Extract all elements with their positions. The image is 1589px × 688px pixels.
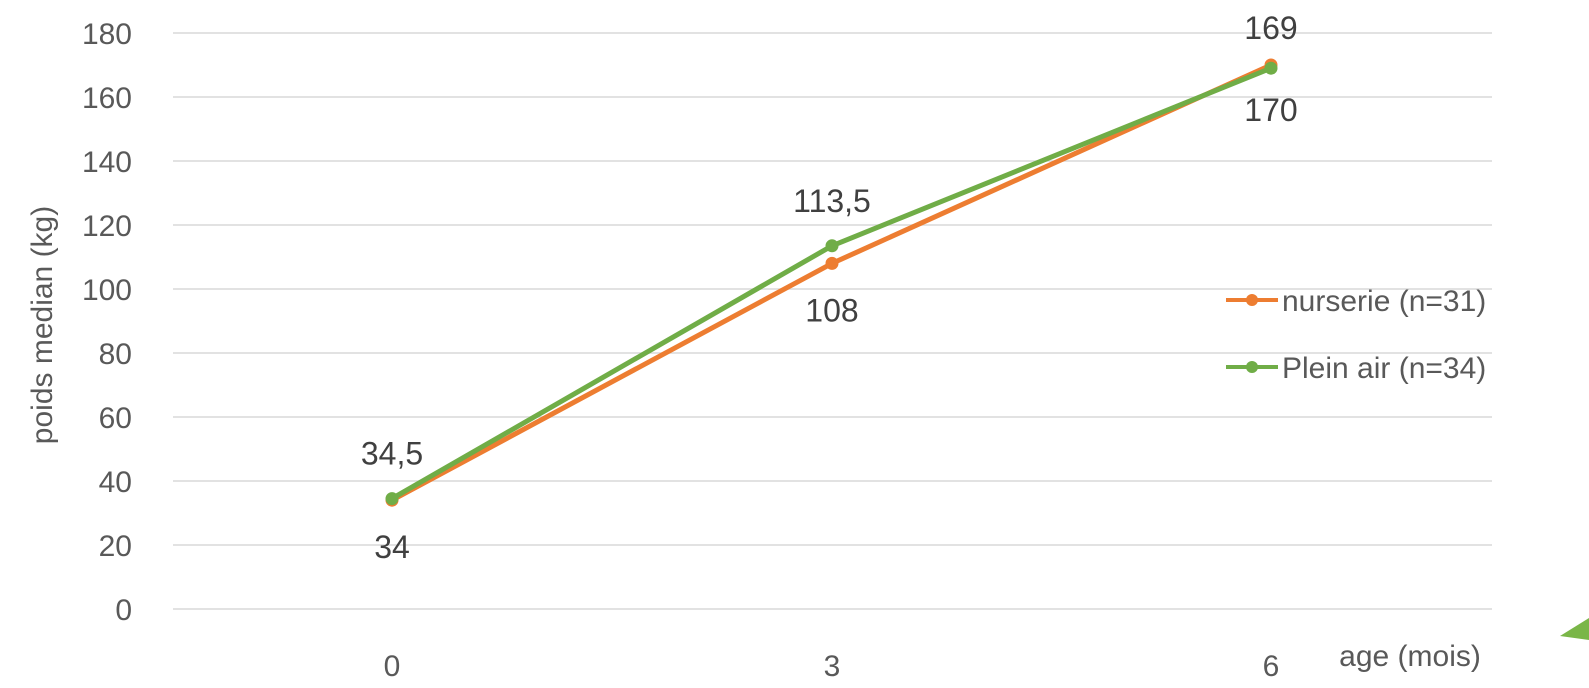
legend: nurserie (n=31) Plein air (n=34)	[1226, 285, 1486, 385]
x-axis-title: age (mois)	[1339, 640, 1481, 673]
series-0-data-label-0: 34	[374, 529, 410, 565]
series-1-point-0	[385, 492, 399, 506]
x-tick-label-3: 3	[824, 650, 841, 683]
series-lines	[385, 58, 1278, 507]
series-1-point-2	[1264, 61, 1278, 75]
x-tick-label-6: 6	[1263, 650, 1280, 683]
y-tick-label-180: 180	[82, 18, 132, 51]
series-0-data-label-2: 170	[1244, 92, 1297, 128]
y-tick-label-100: 100	[82, 274, 132, 307]
y-tick-label-60: 60	[99, 402, 132, 435]
series-1-point-1	[825, 239, 839, 253]
series-1-data-label-1: 113,5	[793, 183, 871, 219]
legend-item-plein-air: Plein air (n=34)	[1226, 352, 1486, 385]
series-1-data-label-2: 169	[1244, 10, 1297, 46]
y-tick-label-20: 20	[99, 530, 132, 563]
y-tick-label-40: 40	[99, 466, 132, 499]
logo-fragment	[1560, 618, 1589, 640]
series-line-1	[389, 65, 1274, 502]
data-labels: 34 108 170 34,5 113,5 169	[361, 10, 1298, 565]
x-axis-ticks: 0 3 6	[384, 650, 1280, 683]
y-axis-title: poids median (kg)	[26, 206, 59, 444]
y-axis-ticks: 0 20 40 60 80 100 120 140 160 180	[82, 18, 132, 627]
y-tick-label-0: 0	[115, 594, 132, 627]
series-1-data-label-0: 34,5	[361, 436, 423, 472]
legend-label-nurserie: nurserie (n=31)	[1282, 285, 1486, 318]
series-0-data-label-1: 108	[805, 292, 858, 328]
y-tick-label-160: 160	[82, 82, 132, 115]
series-0-point-1	[825, 256, 839, 270]
x-tick-label-0: 0	[384, 650, 401, 683]
y-tick-label-140: 140	[82, 146, 132, 179]
series-line-0	[389, 62, 1274, 503]
legend-label-plein-air: Plein air (n=34)	[1282, 352, 1486, 385]
y-tick-label-80: 80	[99, 338, 132, 371]
y-tick-label-120: 120	[82, 210, 132, 243]
legend-item-nurserie: nurserie (n=31)	[1226, 285, 1486, 318]
gridlines	[173, 32, 1492, 610]
